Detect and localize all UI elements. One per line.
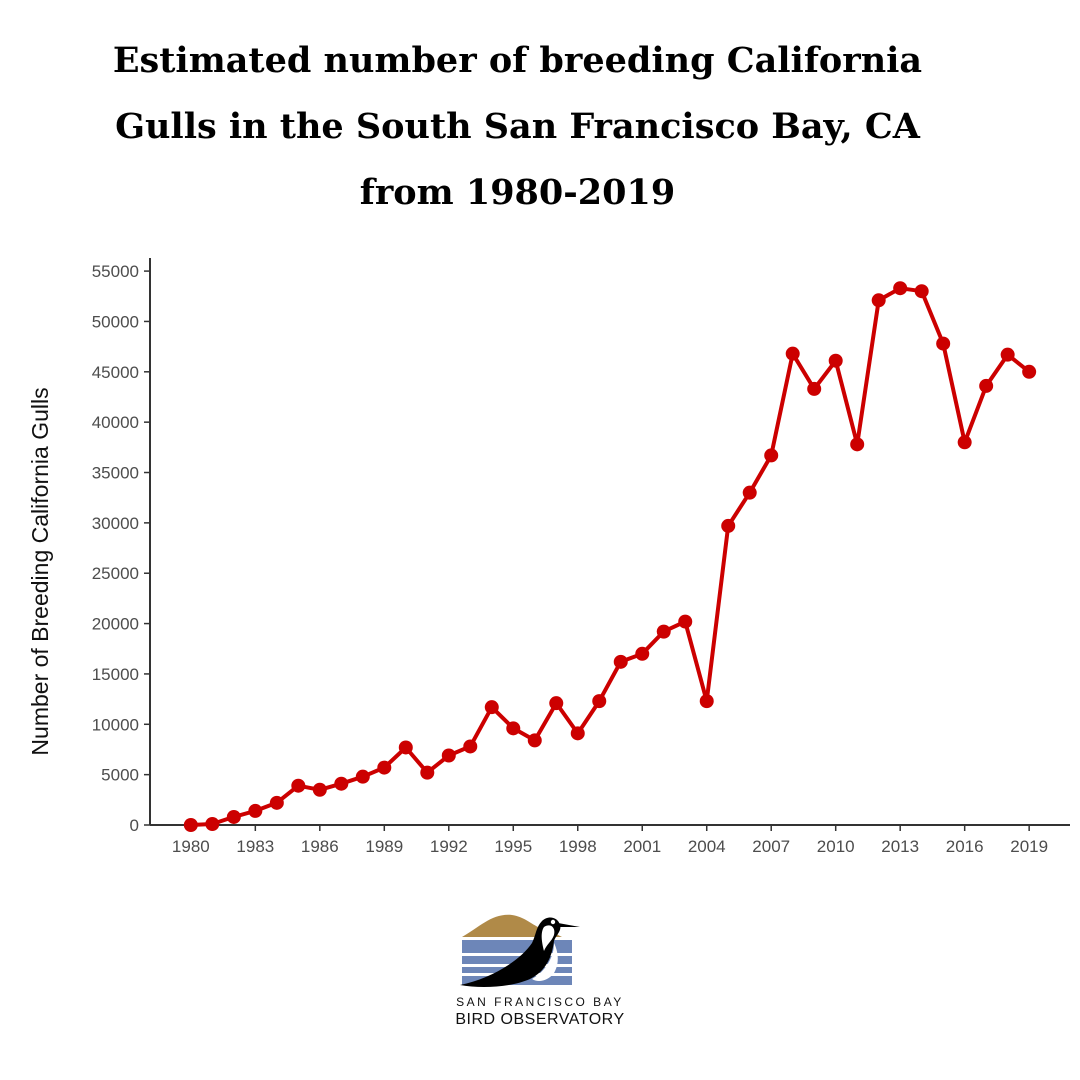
x-tick-label: 1989 — [365, 837, 403, 856]
chart-title-line-3: from 1980-2019 — [359, 172, 676, 213]
x-tick-label: 1983 — [236, 837, 274, 856]
chart-title: Estimated number of breeding California … — [60, 28, 975, 226]
data-point — [570, 726, 585, 741]
y-tick-label: 55000 — [92, 262, 139, 281]
logo-bird-neck — [541, 925, 555, 951]
logo-bird-eye — [550, 919, 556, 925]
x-tick-label: 2007 — [752, 837, 790, 856]
data-point — [269, 795, 284, 810]
x-tick-label: 2004 — [688, 837, 726, 856]
data-point — [893, 281, 908, 296]
logo-text-line-1: SAN FRANCISCO BAY — [456, 995, 624, 1009]
x-tick-label: 1995 — [494, 837, 532, 856]
data-point — [183, 818, 198, 832]
data-point — [549, 696, 564, 711]
data-point — [441, 748, 456, 763]
data-point — [850, 437, 865, 452]
data-point — [506, 721, 521, 736]
y-tick-label: 45000 — [92, 363, 139, 382]
data-point — [764, 448, 779, 463]
data-point — [355, 769, 370, 784]
x-tick-label: 1998 — [559, 837, 597, 856]
x-tick-label: 2016 — [946, 837, 984, 856]
line-chart: 0 5000 10000 15000 20000 25000 30000 35000 40000… — [27, 258, 1070, 856]
data-point — [484, 700, 499, 715]
logo-text-line-2: BIRD OBSERVATORY — [455, 1011, 625, 1028]
data-point — [914, 284, 929, 299]
data-point — [979, 378, 994, 393]
data-point — [742, 485, 757, 500]
data-point — [1000, 347, 1015, 362]
data-point — [828, 353, 843, 368]
y-tick-label: 0 — [130, 816, 139, 835]
data-point — [807, 381, 822, 396]
data-points — [183, 281, 1037, 832]
logo-bird-body — [460, 917, 561, 987]
y-axis-ticks: 0 5000 10000 15000 20000 25000 30000 35000 40000… — [92, 262, 150, 835]
bird-observatory-logo — [460, 914, 580, 987]
data-point — [420, 765, 435, 780]
x-tick-label: 2019 — [1010, 837, 1048, 856]
chart-title-line-1: Estimated number of breeding California — [112, 40, 923, 81]
x-tick-label: 1992 — [430, 837, 468, 856]
x-tick-label: 2010 — [817, 837, 855, 856]
y-tick-label: 25000 — [92, 564, 139, 583]
data-point — [377, 760, 392, 775]
data-point — [592, 694, 607, 709]
logo-bird-beak — [558, 923, 580, 927]
data-point — [205, 816, 220, 831]
y-tick-label: 20000 — [92, 615, 139, 634]
data-point — [936, 336, 951, 351]
x-tick-label: 1986 — [301, 837, 339, 856]
data-point — [785, 346, 800, 361]
data-point — [656, 624, 671, 639]
data-point — [291, 778, 306, 793]
data-point — [678, 614, 693, 629]
y-tick-label: 35000 — [92, 464, 139, 483]
data-point — [957, 435, 972, 450]
x-axis-ticks: 1980 1983 1986 1989 1992 1995 1998 2001 2004 2007… — [172, 825, 1048, 856]
chart-title-line-2: Gulls in the South San Francisco Bay, CA — [115, 106, 920, 147]
data-point — [721, 518, 736, 533]
y-tick-label: 15000 — [92, 665, 139, 684]
y-axis-label: Number of Breeding California Gulls — [27, 387, 53, 755]
data-point — [871, 293, 886, 308]
data-point — [248, 803, 263, 818]
data-point — [334, 776, 349, 791]
y-tick-label: 30000 — [92, 514, 139, 533]
x-tick-label: 2013 — [881, 837, 919, 856]
y-tick-label: 5000 — [101, 766, 139, 785]
data-point — [613, 654, 628, 669]
data-point — [699, 694, 714, 709]
x-tick-label: 2001 — [623, 837, 661, 856]
data-point — [463, 739, 478, 754]
data-point — [1022, 364, 1037, 379]
logo-bird-belly — [532, 943, 558, 981]
data-point — [226, 809, 241, 824]
data-point — [527, 733, 542, 748]
y-tick-label: 40000 — [92, 413, 139, 432]
y-tick-label: 50000 — [92, 312, 139, 331]
data-point — [398, 740, 413, 755]
x-tick-label: 1980 — [172, 837, 210, 856]
data-point — [312, 782, 327, 797]
data-point — [635, 646, 650, 661]
y-tick-label: 10000 — [92, 715, 139, 734]
series-line — [190, 286, 1031, 827]
